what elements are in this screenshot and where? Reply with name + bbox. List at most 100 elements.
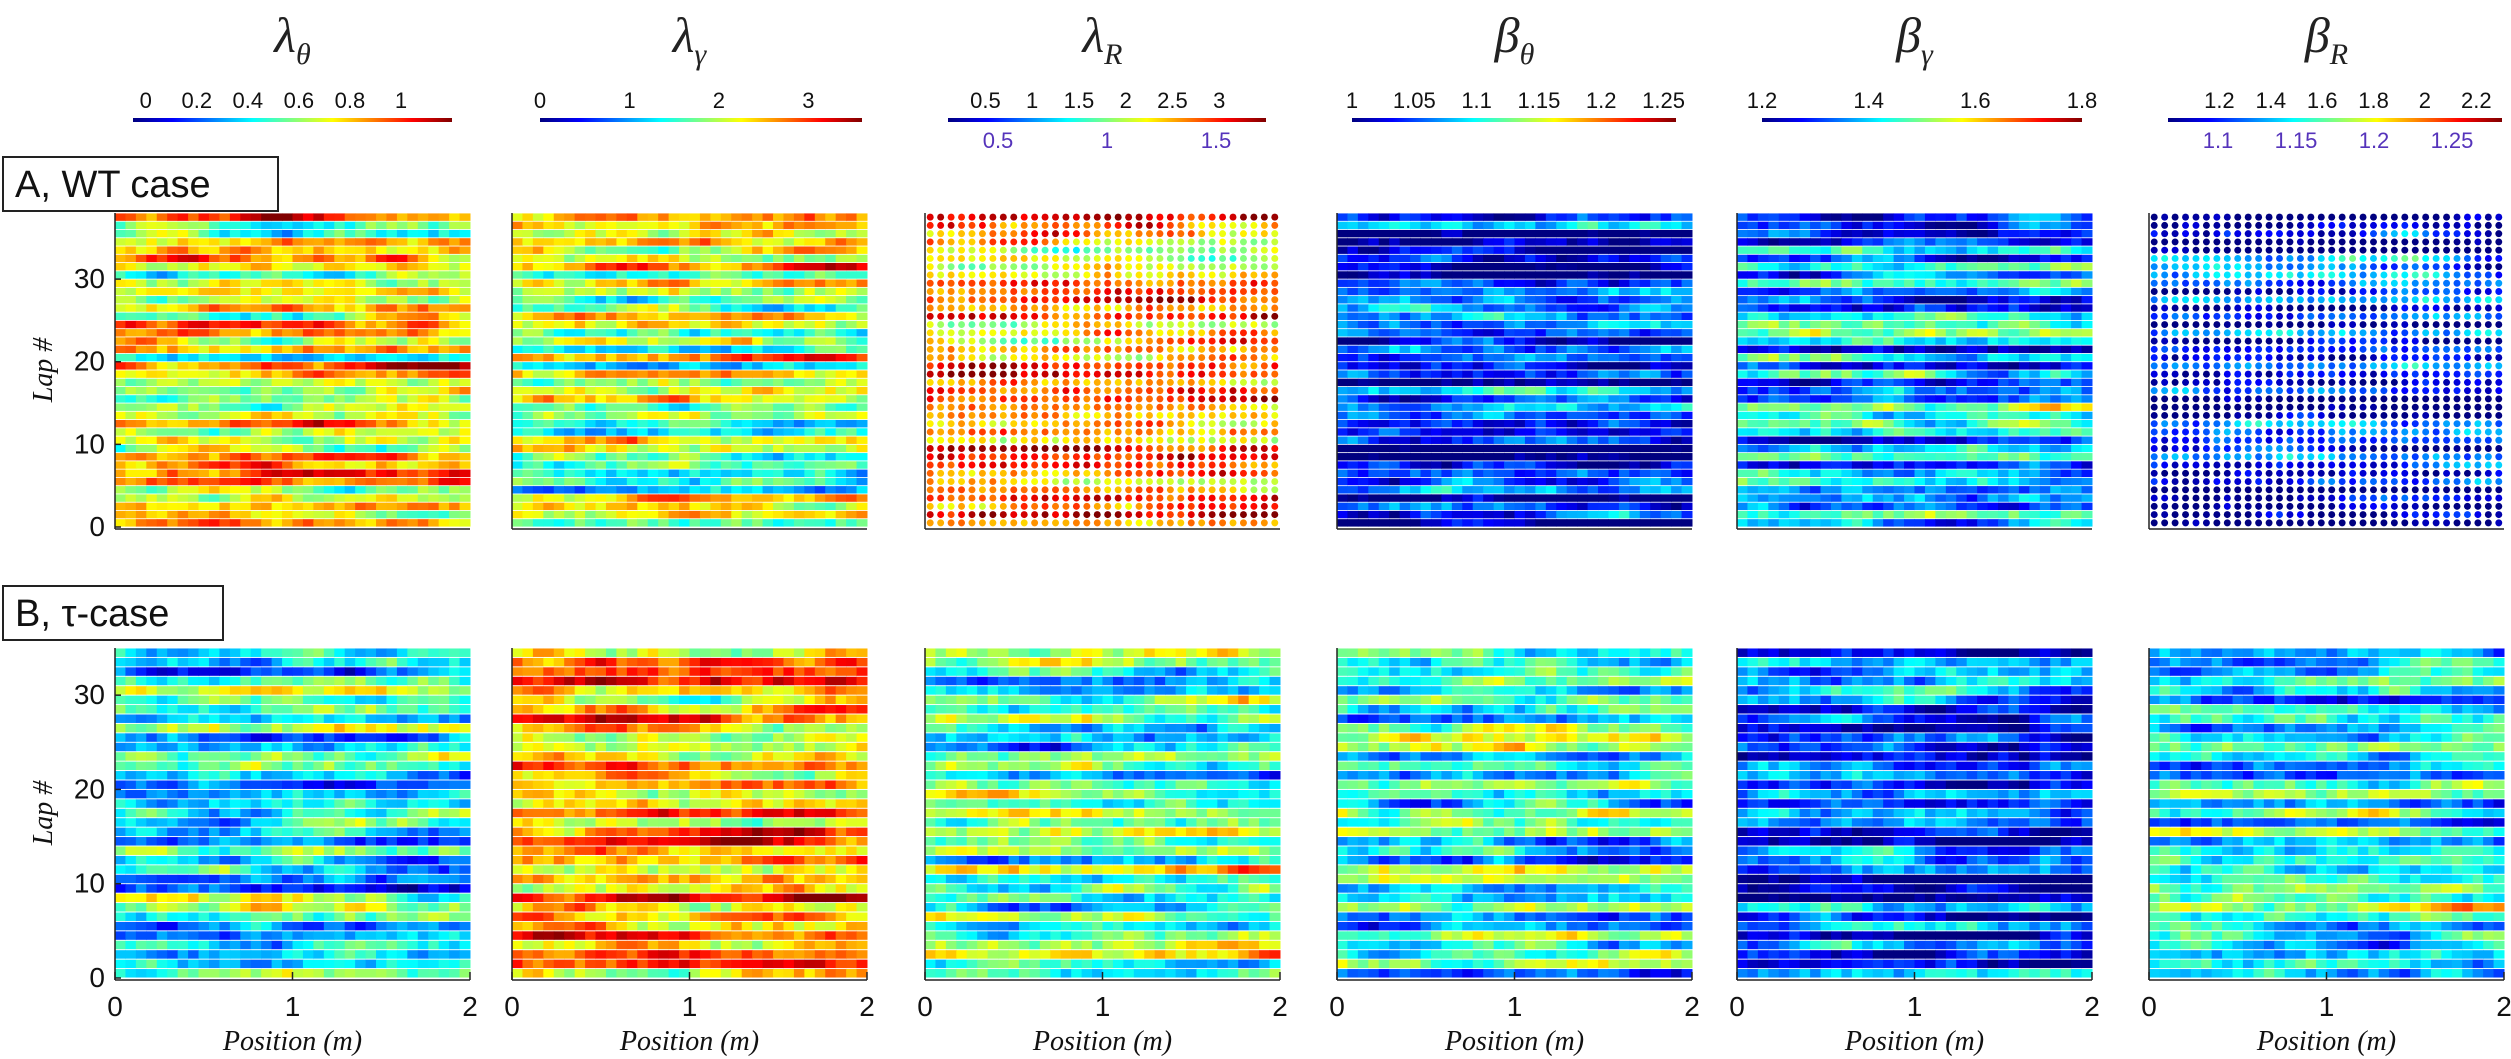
data-point (1093, 403, 1101, 411)
data-point (1083, 296, 1091, 304)
data-point (1229, 395, 1237, 403)
data-point (1239, 387, 1247, 395)
data-point (1399, 279, 1411, 287)
data-point (355, 510, 367, 519)
data-point (522, 271, 534, 279)
data-point (365, 510, 377, 519)
data-point (125, 246, 137, 254)
data-point (428, 436, 440, 444)
data-point (407, 362, 419, 370)
data-point (637, 403, 649, 411)
data-point (1430, 320, 1442, 329)
data-point (626, 510, 638, 519)
data-point (271, 304, 283, 312)
data-point (1187, 428, 1195, 436)
data-point (947, 403, 955, 411)
data-point (626, 461, 638, 469)
data-point (1156, 370, 1164, 378)
data-point (1493, 345, 1505, 354)
data-point (1545, 403, 1557, 411)
data-point (1577, 403, 1589, 411)
data-point (793, 502, 805, 511)
data-point (741, 229, 753, 238)
data-point (1660, 469, 1672, 478)
data-point (1347, 345, 1359, 354)
data-point (1166, 428, 1174, 436)
data-point (282, 213, 293, 221)
data-point (282, 461, 293, 469)
data-point (793, 419, 805, 428)
data-point (1166, 304, 1174, 312)
data-point (449, 395, 461, 403)
data-point (793, 337, 805, 345)
data-point (1239, 519, 1247, 527)
data-point (637, 378, 649, 387)
data-point (302, 213, 314, 221)
data-point (1660, 453, 1672, 461)
data-point (1114, 403, 1122, 411)
data-point (1114, 461, 1122, 469)
data-point (1598, 353, 1609, 362)
data-point (1337, 502, 1348, 511)
data-point (564, 370, 576, 378)
data-point (302, 353, 314, 362)
data-point (1608, 386, 1620, 395)
data-point (1430, 428, 1442, 436)
data-point (135, 271, 147, 279)
data-point (1587, 386, 1599, 395)
data-point (365, 419, 377, 428)
data-point (417, 436, 429, 444)
data-point (553, 296, 565, 304)
data-point (449, 329, 461, 337)
data-point (835, 453, 847, 461)
data-point (334, 510, 346, 519)
data-point (1146, 238, 1153, 246)
data-point (1146, 445, 1153, 452)
data-point (208, 403, 220, 411)
data-point (793, 436, 805, 444)
data-point (219, 378, 231, 387)
data-point (323, 353, 335, 362)
data-point (835, 262, 847, 271)
data-point (926, 494, 934, 502)
data-point (1629, 353, 1641, 362)
data-point (208, 320, 220, 329)
data-point (1177, 461, 1185, 469)
data-point (1229, 387, 1237, 395)
data-point (449, 213, 461, 221)
data-point (856, 345, 868, 354)
data-point (947, 486, 955, 494)
data-point (658, 353, 670, 362)
data-point (926, 288, 934, 295)
data-point (1072, 271, 1080, 279)
data-point (1239, 279, 1247, 287)
data-point (937, 461, 945, 469)
data-point (989, 370, 997, 378)
data-point (679, 477, 690, 486)
data-point (1146, 511, 1153, 519)
data-point (1239, 469, 1247, 477)
data-point (1031, 354, 1039, 362)
data-point (1093, 263, 1101, 271)
data-point (835, 494, 847, 502)
data-point (1250, 511, 1258, 519)
data-point (229, 345, 241, 354)
data-point (323, 271, 335, 279)
data-point (574, 469, 586, 478)
data-point (1052, 312, 1059, 320)
data-point (1462, 419, 1474, 428)
data-point (146, 287, 158, 296)
data-point (459, 486, 471, 494)
data-point (208, 486, 220, 494)
data-point (958, 519, 966, 527)
data-point (135, 304, 147, 312)
data-point (825, 362, 837, 370)
data-point (720, 287, 732, 296)
data-point (1483, 353, 1495, 362)
data-point (1598, 329, 1609, 337)
data-point (302, 296, 314, 304)
data-point (532, 213, 544, 221)
data-point (229, 262, 241, 271)
data-point (595, 502, 607, 511)
data-point (1430, 287, 1442, 296)
